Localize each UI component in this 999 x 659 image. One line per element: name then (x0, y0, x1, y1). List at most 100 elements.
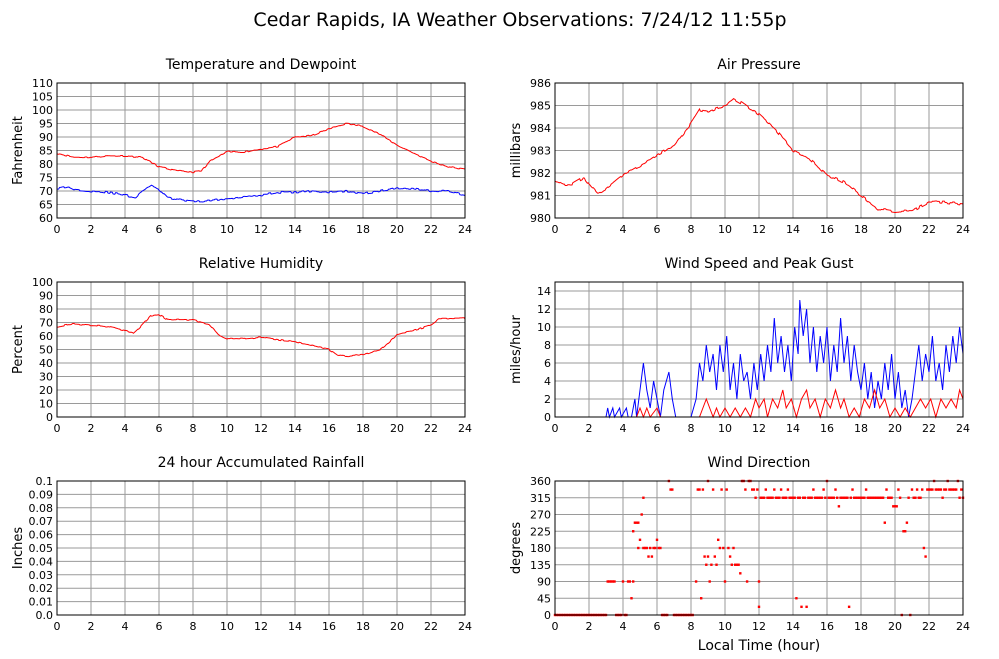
data-point (905, 521, 909, 524)
data-point (633, 521, 637, 524)
x-tick-label: 8 (190, 422, 197, 435)
data-point (645, 546, 648, 550)
data-point (834, 488, 837, 491)
plot-frame (554, 82, 964, 219)
data-point (654, 546, 657, 550)
data-point (751, 488, 754, 491)
x-tick-label: 22 (424, 422, 438, 435)
data-point (701, 488, 705, 491)
y-tick-label: 60 (39, 330, 53, 343)
x-tick-label: 24 (458, 422, 472, 435)
data-point (606, 580, 609, 583)
data-point (621, 580, 625, 583)
y-axis-label: miles/hour (509, 314, 524, 383)
data-point (776, 496, 779, 499)
x-tick-label: 22 (424, 223, 438, 236)
x-tick-label: 18 (854, 223, 868, 236)
data-point (735, 563, 739, 566)
x-tick-label: 4 (122, 620, 129, 633)
data-point (762, 496, 766, 499)
chart-title: Air Pressure (717, 57, 800, 73)
series-line (56, 122, 466, 174)
data-point (640, 513, 643, 516)
x-tick-label: 4 (122, 223, 129, 236)
x-tick-label: 10 (718, 422, 732, 435)
data-point (866, 496, 869, 499)
data-point (922, 546, 926, 550)
chart-title: Temperature and Dewpoint (165, 57, 357, 73)
y-tick-label: 70 (39, 185, 53, 198)
data-point (720, 488, 723, 491)
data-point (841, 496, 844, 499)
data-point (803, 496, 807, 499)
x-tick-label: 22 (922, 620, 936, 633)
data-point (934, 488, 937, 491)
x-tick-label: 14 (288, 422, 302, 435)
data-point (813, 496, 817, 499)
data-point (793, 496, 796, 499)
data-point (647, 555, 650, 558)
y-tick-label: 105 (32, 91, 53, 104)
y-tick-label: 10 (537, 321, 551, 334)
data-point (700, 597, 703, 600)
data-point (769, 496, 773, 499)
chart-temp: 0 2 4 6 8 10 12 14 16 18 20 22 246065707580859095100… (11, 57, 472, 236)
data-point (856, 496, 859, 499)
y-tick-label: 0.04 (29, 555, 54, 568)
x-tick-label: 24 (956, 223, 970, 236)
data-point (650, 555, 654, 558)
data-point (953, 488, 956, 491)
x-tick-label: 12 (752, 223, 766, 236)
data-point (846, 496, 849, 499)
data-point (914, 496, 917, 499)
data-point (837, 505, 841, 508)
data-point (868, 496, 871, 499)
data-point (820, 496, 824, 499)
plot-frame (56, 82, 466, 219)
data-point (955, 488, 958, 491)
data-point (858, 496, 861, 499)
data-point (764, 488, 767, 491)
data-point (715, 563, 718, 566)
data-point (888, 496, 892, 499)
x-tick-label: 10 (220, 620, 234, 633)
x-tick-label: 16 (820, 620, 834, 633)
data-point (939, 488, 943, 491)
x-tick-label: 20 (888, 422, 902, 435)
x-tick-label: 6 (156, 620, 163, 633)
x-tick-label: 8 (688, 620, 695, 633)
x-tick-label: 2 (586, 422, 593, 435)
y-tick-label: 50 (39, 344, 53, 357)
data-point (706, 555, 710, 558)
y-tick-label: 65 (39, 199, 53, 212)
x-tick-label: 0 (54, 422, 61, 435)
data-point (766, 496, 769, 499)
data-point (812, 488, 815, 491)
y-tick-label: 90 (537, 576, 551, 589)
y-axis-label: Percent (11, 325, 26, 374)
data-point (897, 488, 900, 491)
x-tick-label: 8 (688, 223, 695, 236)
y-tick-label: 80 (39, 303, 53, 316)
data-point (861, 496, 864, 499)
data-point (949, 488, 953, 491)
data-point (951, 488, 954, 491)
chart-title: Relative Humidity (199, 256, 323, 272)
data-point (864, 488, 868, 491)
data-point (652, 546, 655, 550)
data-point (739, 572, 742, 575)
x-tick-label: 22 (922, 223, 936, 236)
data-point (807, 496, 810, 499)
y-tick-label: 85 (39, 145, 53, 158)
data-point (912, 496, 915, 499)
data-point (727, 546, 730, 550)
y-tick-label: 60 (39, 212, 53, 225)
data-point (819, 496, 822, 499)
data-point (705, 563, 708, 566)
data-point (759, 496, 762, 499)
data-point (808, 496, 812, 499)
x-tick-label: 20 (888, 223, 902, 236)
data-point (659, 546, 662, 550)
x-tick-label: 24 (956, 620, 970, 633)
